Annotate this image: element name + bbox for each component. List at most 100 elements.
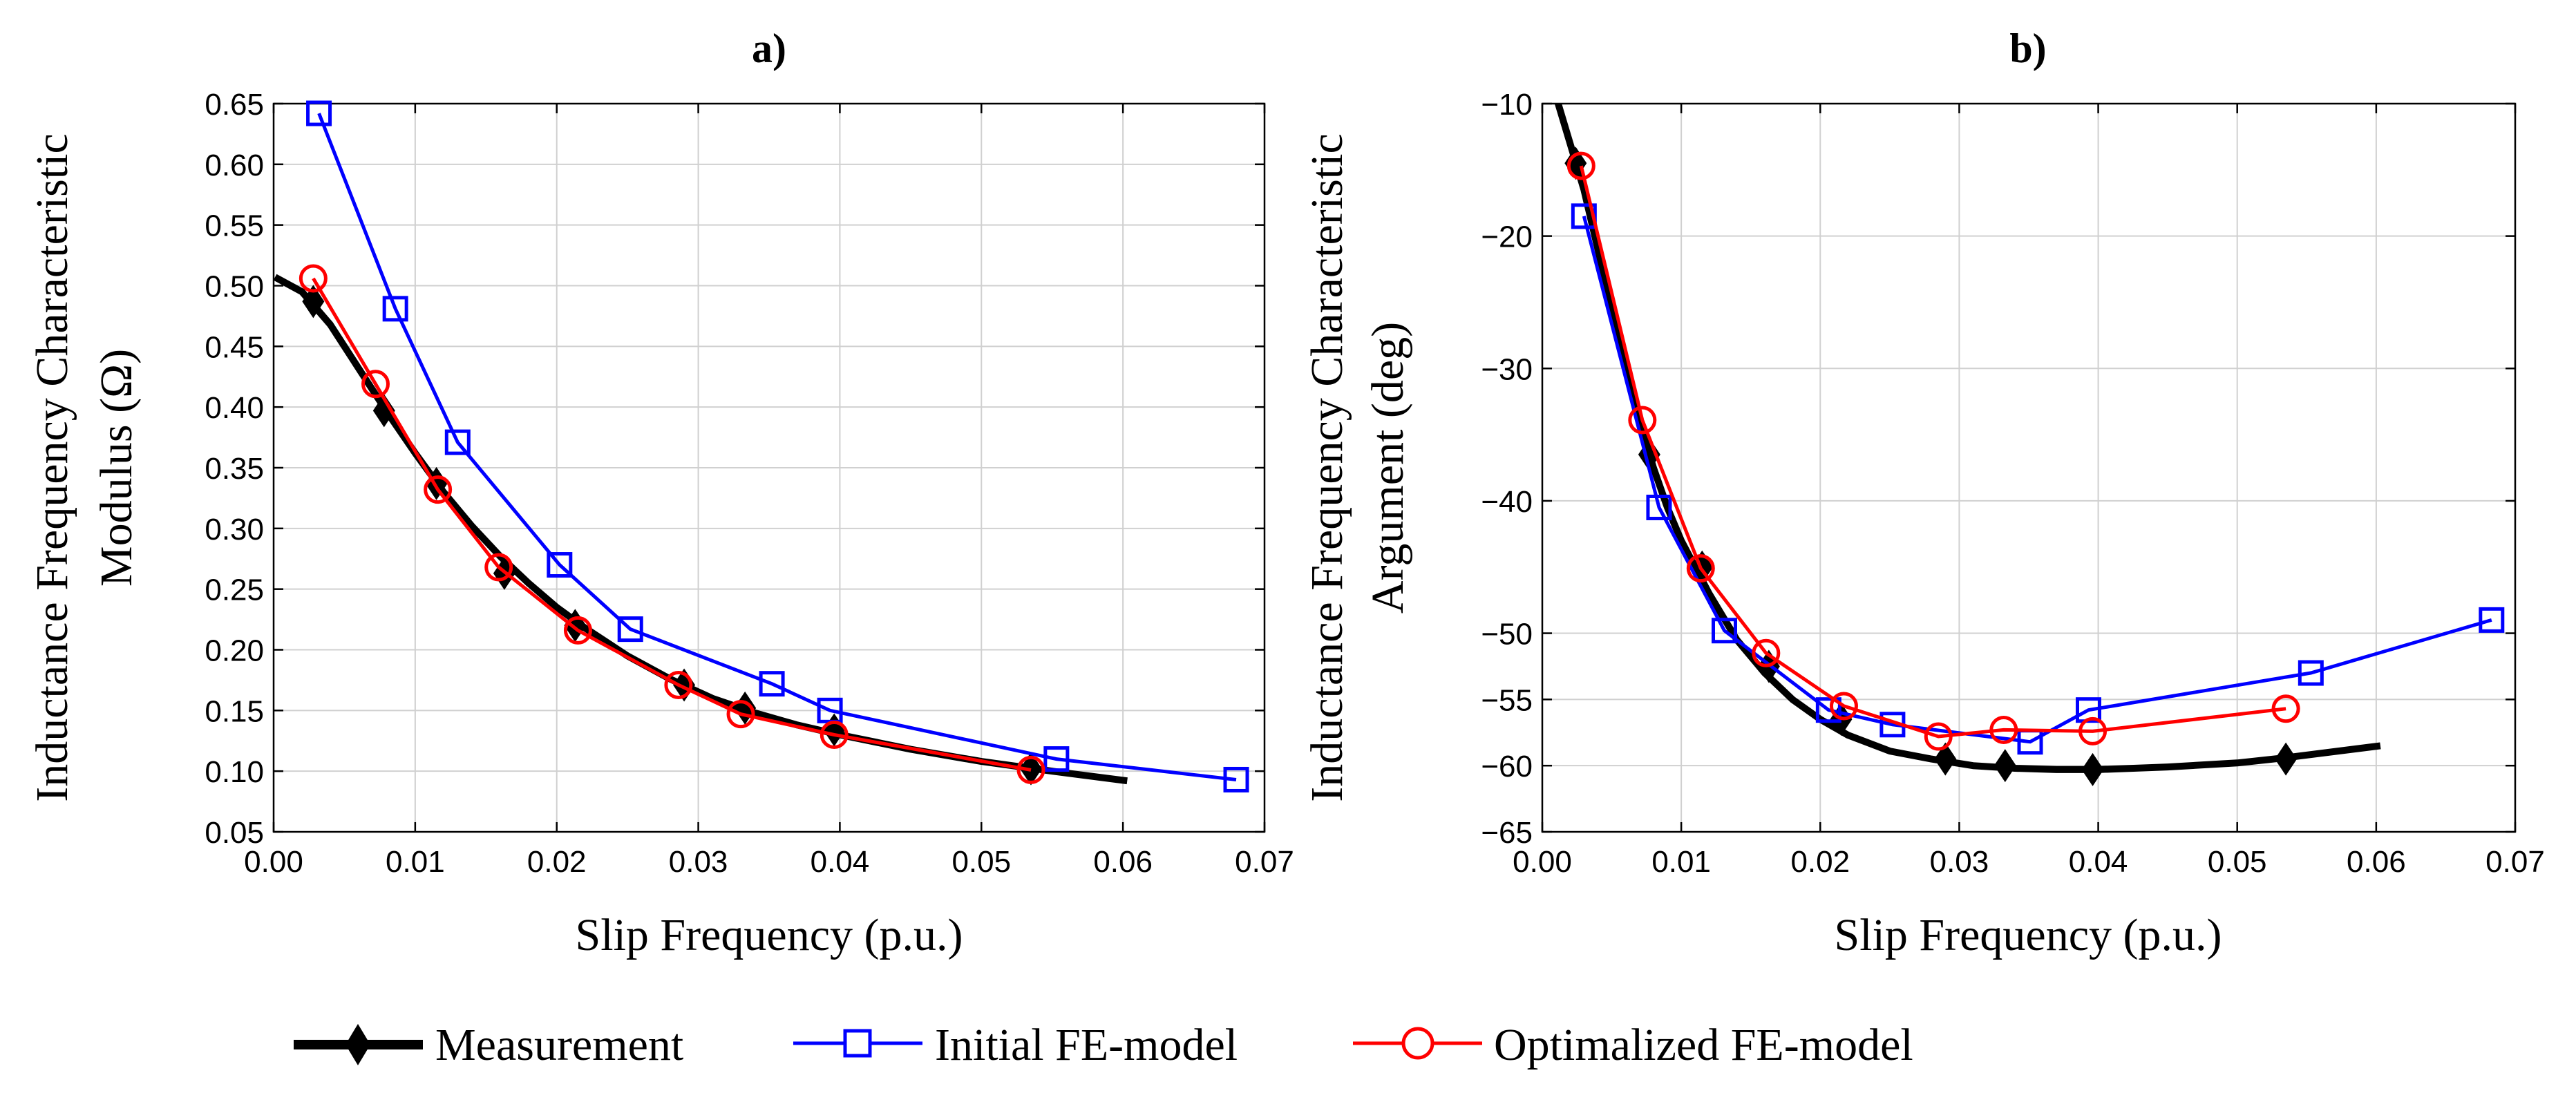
panel-a-initial-marker <box>1223 766 1249 792</box>
panel-a-optimalized-line <box>312 277 1032 772</box>
panel-a-xtick-label: 0.03 <box>669 845 728 879</box>
panel-a-ytick-label: 0.30 <box>205 513 264 546</box>
panel-a-ytick-label: 0.05 <box>205 816 264 850</box>
panel-b-optimalized-line <box>1579 165 2286 739</box>
panel-b-ylabel-line2: Argument (deg) <box>1363 322 1413 614</box>
panel-a-xtick-label: 0.05 <box>951 845 1011 879</box>
panel-a-ytick-label: 0.40 <box>205 391 264 425</box>
panel-a-optimalized-marker <box>1016 755 1045 784</box>
panel-b-ytick-label: −20 <box>1481 220 1533 254</box>
panel-b-optimalized-marker <box>1989 715 2018 744</box>
panel-b-optimalized-marker <box>1924 722 1953 751</box>
legend-item-measurement: Measurement <box>294 1020 683 1070</box>
panel-a-optimalized-marker <box>361 370 390 399</box>
panel-b-xtick-label: 0.01 <box>1651 845 1711 879</box>
panel-b-optimalized-marker <box>1829 692 1858 721</box>
panel-a-optimalized-marker <box>726 700 755 729</box>
legend-initial-marker <box>843 1029 872 1058</box>
legend-optimalized-label: Optimalized FE-model <box>1494 1020 1913 1070</box>
panel-b-ytick-label: −30 <box>1481 352 1533 386</box>
panel-b-xtick-label: 0.00 <box>1513 845 1572 879</box>
panel-a-initial-marker <box>617 616 643 643</box>
panel-b-optimalized-marker <box>2078 716 2108 745</box>
panel-a-ytick-label: 0.45 <box>205 330 264 364</box>
panel-a-xlabel: Slip Frequency (p.u.) <box>576 910 963 960</box>
panel-b-ytick-label: −55 <box>1481 683 1533 717</box>
panel-b-ytick-label: −50 <box>1481 618 1533 652</box>
panel-a-ticks: 0.00 0.01 0.02 0.03 0.04 0.05 0.06 0.07 0.05 0.10… <box>205 88 1294 879</box>
panel-b-xtick-label: 0.04 <box>2069 845 2128 879</box>
panel-a-ytick-label: 0.20 <box>205 634 264 668</box>
panel-a-xtick-label: 0.07 <box>1235 845 1294 879</box>
panel-b-optimalized-marker <box>1752 638 1781 667</box>
panel-a-ylabel-line1: Inductance Frequency Characteristic <box>27 133 77 802</box>
panel-b-frame <box>1541 102 2517 833</box>
panel-b-title: b) <box>2009 26 2046 71</box>
panel-b-optimalized-marker <box>2271 694 2300 723</box>
panel-a-measurement-marker <box>302 285 325 319</box>
panel-a-initial-marker <box>547 552 573 578</box>
panel-b-xtick-label: 0.02 <box>1790 845 1850 879</box>
panel-a-optimalized-marker <box>563 616 592 645</box>
panel-b-measurement-marker <box>1993 749 2016 783</box>
legend-item-optimalized: Optimalized FE-model <box>1353 1020 1913 1070</box>
panel-a-optimalized-marker <box>424 475 453 504</box>
panel-a-initial-marker <box>382 296 408 322</box>
legend-measurement-label: Measurement <box>435 1020 683 1070</box>
panel-a-measurement-marker <box>372 394 395 428</box>
panel-b-xtick-label: 0.06 <box>2347 845 2406 879</box>
panel-a-ytick-label: 0.10 <box>205 755 264 789</box>
panel-b-grid <box>1542 103 2516 833</box>
panel-b-xtick-label: 0.05 <box>2208 845 2267 879</box>
panel-b-ylabel-line1: Inductance Frequency Characteristic <box>1302 133 1352 802</box>
panel-b-chart: b) 0.00 0.01 0.02 0.03 0.04 0.05 0.06 0.07 −10 −2… <box>1302 26 2545 960</box>
panel-a-ytick-label: 0.15 <box>205 694 264 728</box>
panel-b-measurement-line <box>1554 104 2381 773</box>
panel-b-ticks: 0.00 0.01 0.02 0.03 0.04 0.05 0.06 0.07 −10 −20 −3… <box>1481 88 2544 879</box>
panel-a-chart: a) 0.00 0.01 0.02 0.03 0.04 0.05 0.06 0.070.050… <box>27 26 1294 960</box>
panel-b-measurement-marker <box>2275 742 2298 776</box>
panel-b-optimalized-marker <box>1566 151 1595 180</box>
panel-b-xlabel: Slip Frequency (p.u.) <box>1835 910 2222 960</box>
panel-b-initial-line <box>1582 216 2492 744</box>
panel-a-initial-marker <box>444 429 471 455</box>
panel-b-initial-marker <box>1646 494 1672 520</box>
panel-a-ytick-label: 0.65 <box>205 88 264 122</box>
panel-b-series <box>1554 104 2505 786</box>
panel-a-grid <box>273 103 1265 833</box>
panel-a-title: a) <box>752 26 786 71</box>
panel-b-initial-marker <box>1815 697 1841 723</box>
panel-b-ytick-label: −60 <box>1481 750 1533 783</box>
panel-a-initial-line <box>317 113 1237 781</box>
panel-a-ytick-label: 0.35 <box>205 452 264 486</box>
panel-a-xtick-label: 0.06 <box>1093 845 1153 879</box>
panel-a-ytick-label: 0.55 <box>205 209 264 243</box>
panel-a-ytick-label: 0.60 <box>205 149 264 182</box>
panel-b-ytick-label: −65 <box>1481 816 1533 850</box>
panel-b-ytick-label: −10 <box>1481 88 1533 122</box>
panel-a-xtick-label: 0.04 <box>811 845 870 879</box>
panel-a-initial-marker <box>759 671 785 697</box>
panel-a-xtick-label: 0.01 <box>386 845 445 879</box>
panel-a-series <box>274 100 1249 792</box>
panel-b-optimalized-marker <box>1686 554 1715 583</box>
panel-a-initial-marker <box>1043 746 1070 772</box>
panel-b-measurement-marker <box>2081 752 2104 786</box>
panel-b-xtick-label: 0.03 <box>1930 845 1989 879</box>
panel-b-xtick-label: 0.07 <box>2485 845 2545 879</box>
panel-b-optimalized-marker <box>1628 406 1657 435</box>
panel-b-initial-marker <box>2479 607 2505 633</box>
panel-a-initial-marker <box>306 100 332 126</box>
panel-a-ytick-label: 0.50 <box>205 270 264 304</box>
panel-b-initial-marker <box>2298 660 2324 686</box>
panel-a-xtick-label: 0.00 <box>244 845 303 879</box>
legend-optimalized-marker <box>1401 1027 1434 1060</box>
panel-a-optimalized-marker <box>484 553 513 582</box>
legend-initial-label: Initial FE-model <box>935 1020 1238 1070</box>
panel-b-initial-marker <box>1711 618 1737 644</box>
legend: Measurement Initial FE-model Optimalized… <box>294 1020 1913 1070</box>
panel-a-optimalized-marker <box>820 720 849 749</box>
panel-b-ytick-label: −40 <box>1481 485 1533 519</box>
legend-measurement-marker <box>345 1024 370 1065</box>
